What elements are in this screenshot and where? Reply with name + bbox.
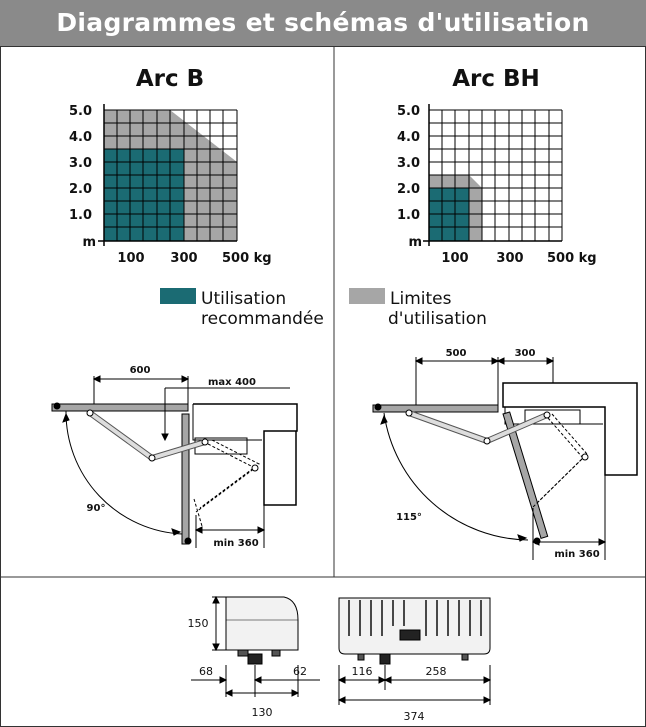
legend-swatch-limit [349, 288, 385, 304]
gate-leaf-open [181, 413, 190, 545]
motor-top-view [337, 597, 492, 705]
installation-diagram-right [372, 357, 638, 560]
dimension-label: 130 [252, 706, 273, 719]
x-tick: 300 [496, 251, 523, 266]
installation-diagram-left [51, 375, 298, 548]
dimension-label: 374 [404, 710, 425, 723]
dimension-label: 300 [515, 348, 536, 359]
legend-label-limit-2: d'utilisation [388, 309, 487, 329]
y-unit: m [408, 235, 422, 250]
x-tick: 300 [170, 251, 197, 266]
chart-arc-b: Arc B 5.0 4.0 3.0 2.0 1.0 m [69, 66, 272, 266]
angle-label: 115° [396, 512, 422, 523]
gate-leaf-closed [51, 403, 189, 412]
chart-arc-bh: Arc BH 5.0 4.0 3.0 2.0 1.0 m [397, 66, 597, 266]
y-tick: 1.0 [69, 208, 92, 223]
legend-swatch-recommended [160, 288, 196, 304]
x-tick: 100 [117, 251, 144, 266]
y-tick: 5.0 [69, 104, 92, 119]
chart-title: Arc B [136, 66, 204, 92]
x-tick: 100 [441, 251, 468, 266]
dimension-label: 62 [293, 665, 307, 678]
y-tick: 2.0 [397, 182, 420, 197]
dimension-label: 150 [188, 617, 209, 630]
y-tick: 4.0 [397, 130, 420, 145]
y-tick: 3.0 [397, 156, 420, 171]
dimension-label: 68 [199, 665, 213, 678]
page-title: Diagrammes et schémas d'utilisation [0, 0, 646, 47]
x-tick: 500 kg [222, 251, 272, 266]
angle-label: 90° [87, 503, 106, 514]
chart-title: Arc BH [452, 66, 540, 92]
y-tick: 2.0 [69, 182, 92, 197]
x-tick: 500 kg [547, 251, 597, 266]
y-tick: 1.0 [397, 208, 420, 223]
dimension-label: min 360 [554, 549, 599, 560]
dimension-label: 258 [426, 665, 447, 678]
dimension-label: 500 [446, 348, 467, 359]
dimension-label: 600 [130, 365, 151, 376]
motor-side-view [191, 595, 320, 697]
brand-logo-plate [399, 629, 421, 641]
legend-label-recommended-2: recommandée [201, 309, 324, 329]
gate-leaf-closed [372, 404, 499, 413]
y-unit: m [82, 235, 96, 250]
y-tick: 5.0 [397, 104, 420, 119]
dimension-label: 116 [352, 665, 373, 678]
legend-label-recommended-1: Utilisation [201, 289, 286, 309]
legend-label-limit-1: Limites [390, 289, 452, 309]
y-tick: 4.0 [69, 130, 92, 145]
y-tick: 3.0 [69, 156, 92, 171]
legend: Utilisation recommandée Limites d'utilis… [160, 288, 487, 329]
dimension-label: max 400 [208, 377, 256, 388]
gate-leaf-open [502, 411, 549, 539]
dimension-label: min 360 [213, 538, 258, 549]
